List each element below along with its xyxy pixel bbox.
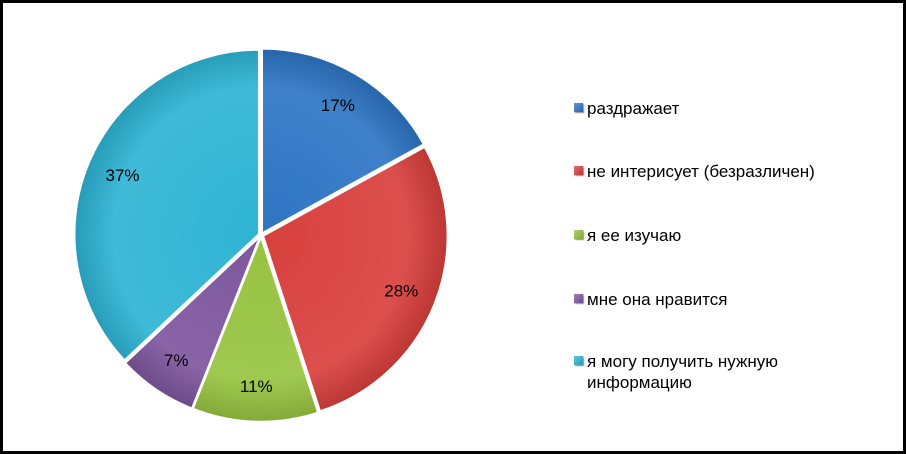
legend-label-likes: мне она нравится xyxy=(587,290,728,309)
legend-label-indifferent: не интерисует (безразличен) xyxy=(587,162,815,181)
legend-item-studying: я ее изучаю xyxy=(574,225,832,246)
pie-chart: 17% 28% 11% 7% 37% xyxy=(73,48,449,423)
legend-item-irritates: раздражает xyxy=(574,98,832,119)
legend-swatch-studying xyxy=(574,230,583,239)
slice-label-irritates: 17% xyxy=(321,96,355,115)
legend-label-irritates: раздражает xyxy=(587,99,680,118)
legend-swatch-get-information xyxy=(574,356,583,365)
slice-label-indifferent: 28% xyxy=(384,282,418,301)
legend-swatch-indifferent xyxy=(574,166,583,175)
legend-item-indifferent: не интерисует (безразличен) xyxy=(574,161,832,182)
pie-slice-indifferent xyxy=(262,146,449,412)
pie-slice-studying xyxy=(192,236,319,423)
legend-label-studying: я ее изучаю xyxy=(587,226,682,245)
legend-item-get-information: я могу получить нужную информацию xyxy=(574,351,832,393)
legend-swatch-likes xyxy=(574,294,583,303)
pie-slice-irritates xyxy=(261,48,425,234)
legend-swatch-irritates xyxy=(574,103,583,112)
pie-slice-get-information xyxy=(73,49,260,361)
legend-item-likes: мне она нравится xyxy=(574,289,832,310)
legend-label-get-information: я могу получить нужную информацию xyxy=(587,352,779,392)
slice-label-studying: 11% xyxy=(240,377,273,396)
pie-slice-likes xyxy=(124,236,261,409)
legend: раздражает не интерисует (безразличен) я… xyxy=(574,3,894,451)
slice-label-get-information: 37% xyxy=(106,166,140,185)
slice-label-likes: 7% xyxy=(164,351,189,370)
